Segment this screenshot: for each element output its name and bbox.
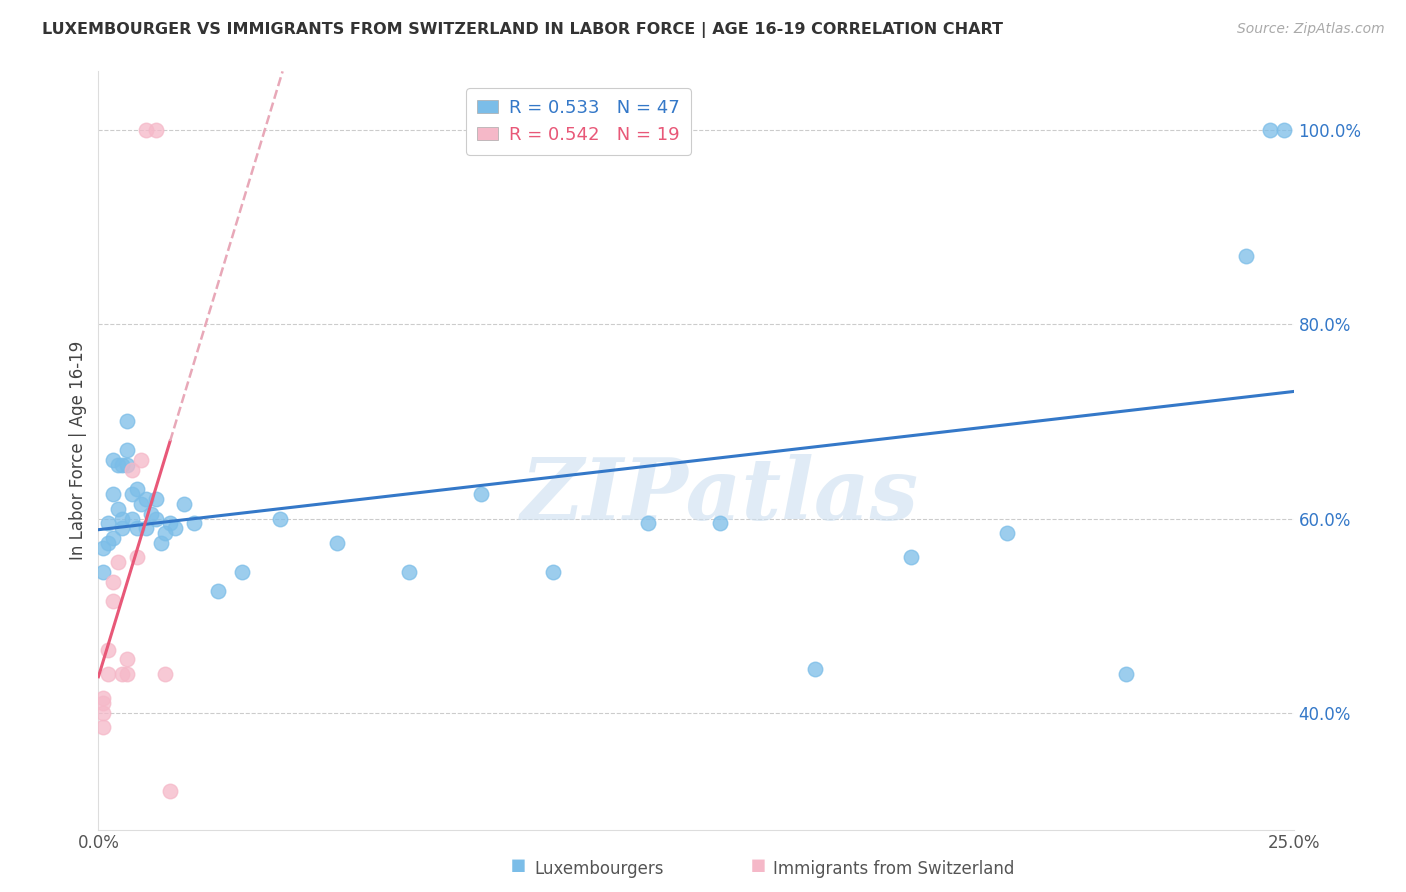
Point: [125, 483, 148, 497]
Point: [101, 594, 124, 608]
Point: [97, 536, 120, 550]
Text: Source: ZipAtlas.com: Source: ZipAtlas.com: [1237, 22, 1385, 37]
Point: [131, 497, 153, 511]
Point: [183, 516, 205, 531]
Text: Immigrants from Switzerland: Immigrants from Switzerland: [773, 860, 1015, 878]
Point: [231, 565, 253, 579]
Point: [97, 516, 120, 531]
Point: [145, 491, 167, 506]
Point: [111, 521, 134, 535]
Point: [91, 541, 114, 555]
Point: [900, 550, 922, 565]
Point: [111, 511, 134, 525]
Point: [121, 463, 143, 477]
Point: [97, 642, 120, 657]
Point: [91, 706, 114, 720]
Point: [131, 453, 153, 467]
Point: [1115, 667, 1137, 681]
Point: [125, 550, 148, 565]
Point: [541, 565, 564, 579]
Point: [1272, 122, 1295, 136]
Point: [107, 458, 129, 472]
Point: [995, 526, 1018, 541]
Point: [398, 565, 420, 579]
Point: [101, 487, 124, 501]
Point: [804, 662, 827, 676]
Point: [159, 783, 181, 797]
Point: [135, 491, 157, 506]
Point: [91, 691, 114, 706]
Point: [135, 521, 157, 535]
Point: [115, 667, 138, 681]
Point: [269, 511, 291, 525]
Point: [159, 516, 181, 531]
Point: [121, 511, 143, 525]
Point: [101, 574, 124, 589]
Point: [207, 584, 229, 599]
Point: [470, 487, 492, 501]
Point: [91, 721, 114, 735]
Point: [111, 667, 134, 681]
Point: [709, 516, 731, 531]
Text: Luxembourgers: Luxembourgers: [534, 860, 664, 878]
Point: [91, 565, 114, 579]
Point: [111, 458, 134, 472]
Point: [115, 443, 138, 458]
Text: ZIPatlas: ZIPatlas: [520, 454, 920, 538]
Point: [149, 536, 172, 550]
Text: ▪: ▪: [510, 854, 527, 877]
Point: [115, 414, 138, 428]
Point: [163, 521, 186, 535]
Point: [121, 487, 143, 501]
Point: [155, 526, 177, 541]
Y-axis label: In Labor Force | Age 16-19: In Labor Force | Age 16-19: [69, 341, 87, 560]
Text: LUXEMBOURGER VS IMMIGRANTS FROM SWITZERLAND IN LABOR FORCE | AGE 16-19 CORRELATI: LUXEMBOURGER VS IMMIGRANTS FROM SWITZERL…: [42, 22, 1002, 38]
Point: [139, 507, 162, 521]
Legend: R = 0.533   N = 47, R = 0.542   N = 19: R = 0.533 N = 47, R = 0.542 N = 19: [465, 88, 690, 154]
Point: [1234, 249, 1257, 263]
Point: [173, 497, 195, 511]
Point: [145, 122, 167, 136]
Point: [637, 516, 659, 531]
Point: [115, 652, 138, 666]
Point: [101, 453, 124, 467]
Point: [1258, 122, 1281, 136]
Point: [326, 536, 349, 550]
Point: [97, 667, 120, 681]
Point: [107, 501, 129, 516]
Point: [135, 122, 157, 136]
Point: [101, 531, 124, 545]
Text: ▪: ▪: [749, 854, 766, 877]
Point: [125, 521, 148, 535]
Point: [115, 458, 138, 472]
Point: [145, 511, 167, 525]
Point: [155, 667, 177, 681]
Point: [91, 696, 114, 710]
Point: [107, 555, 129, 569]
